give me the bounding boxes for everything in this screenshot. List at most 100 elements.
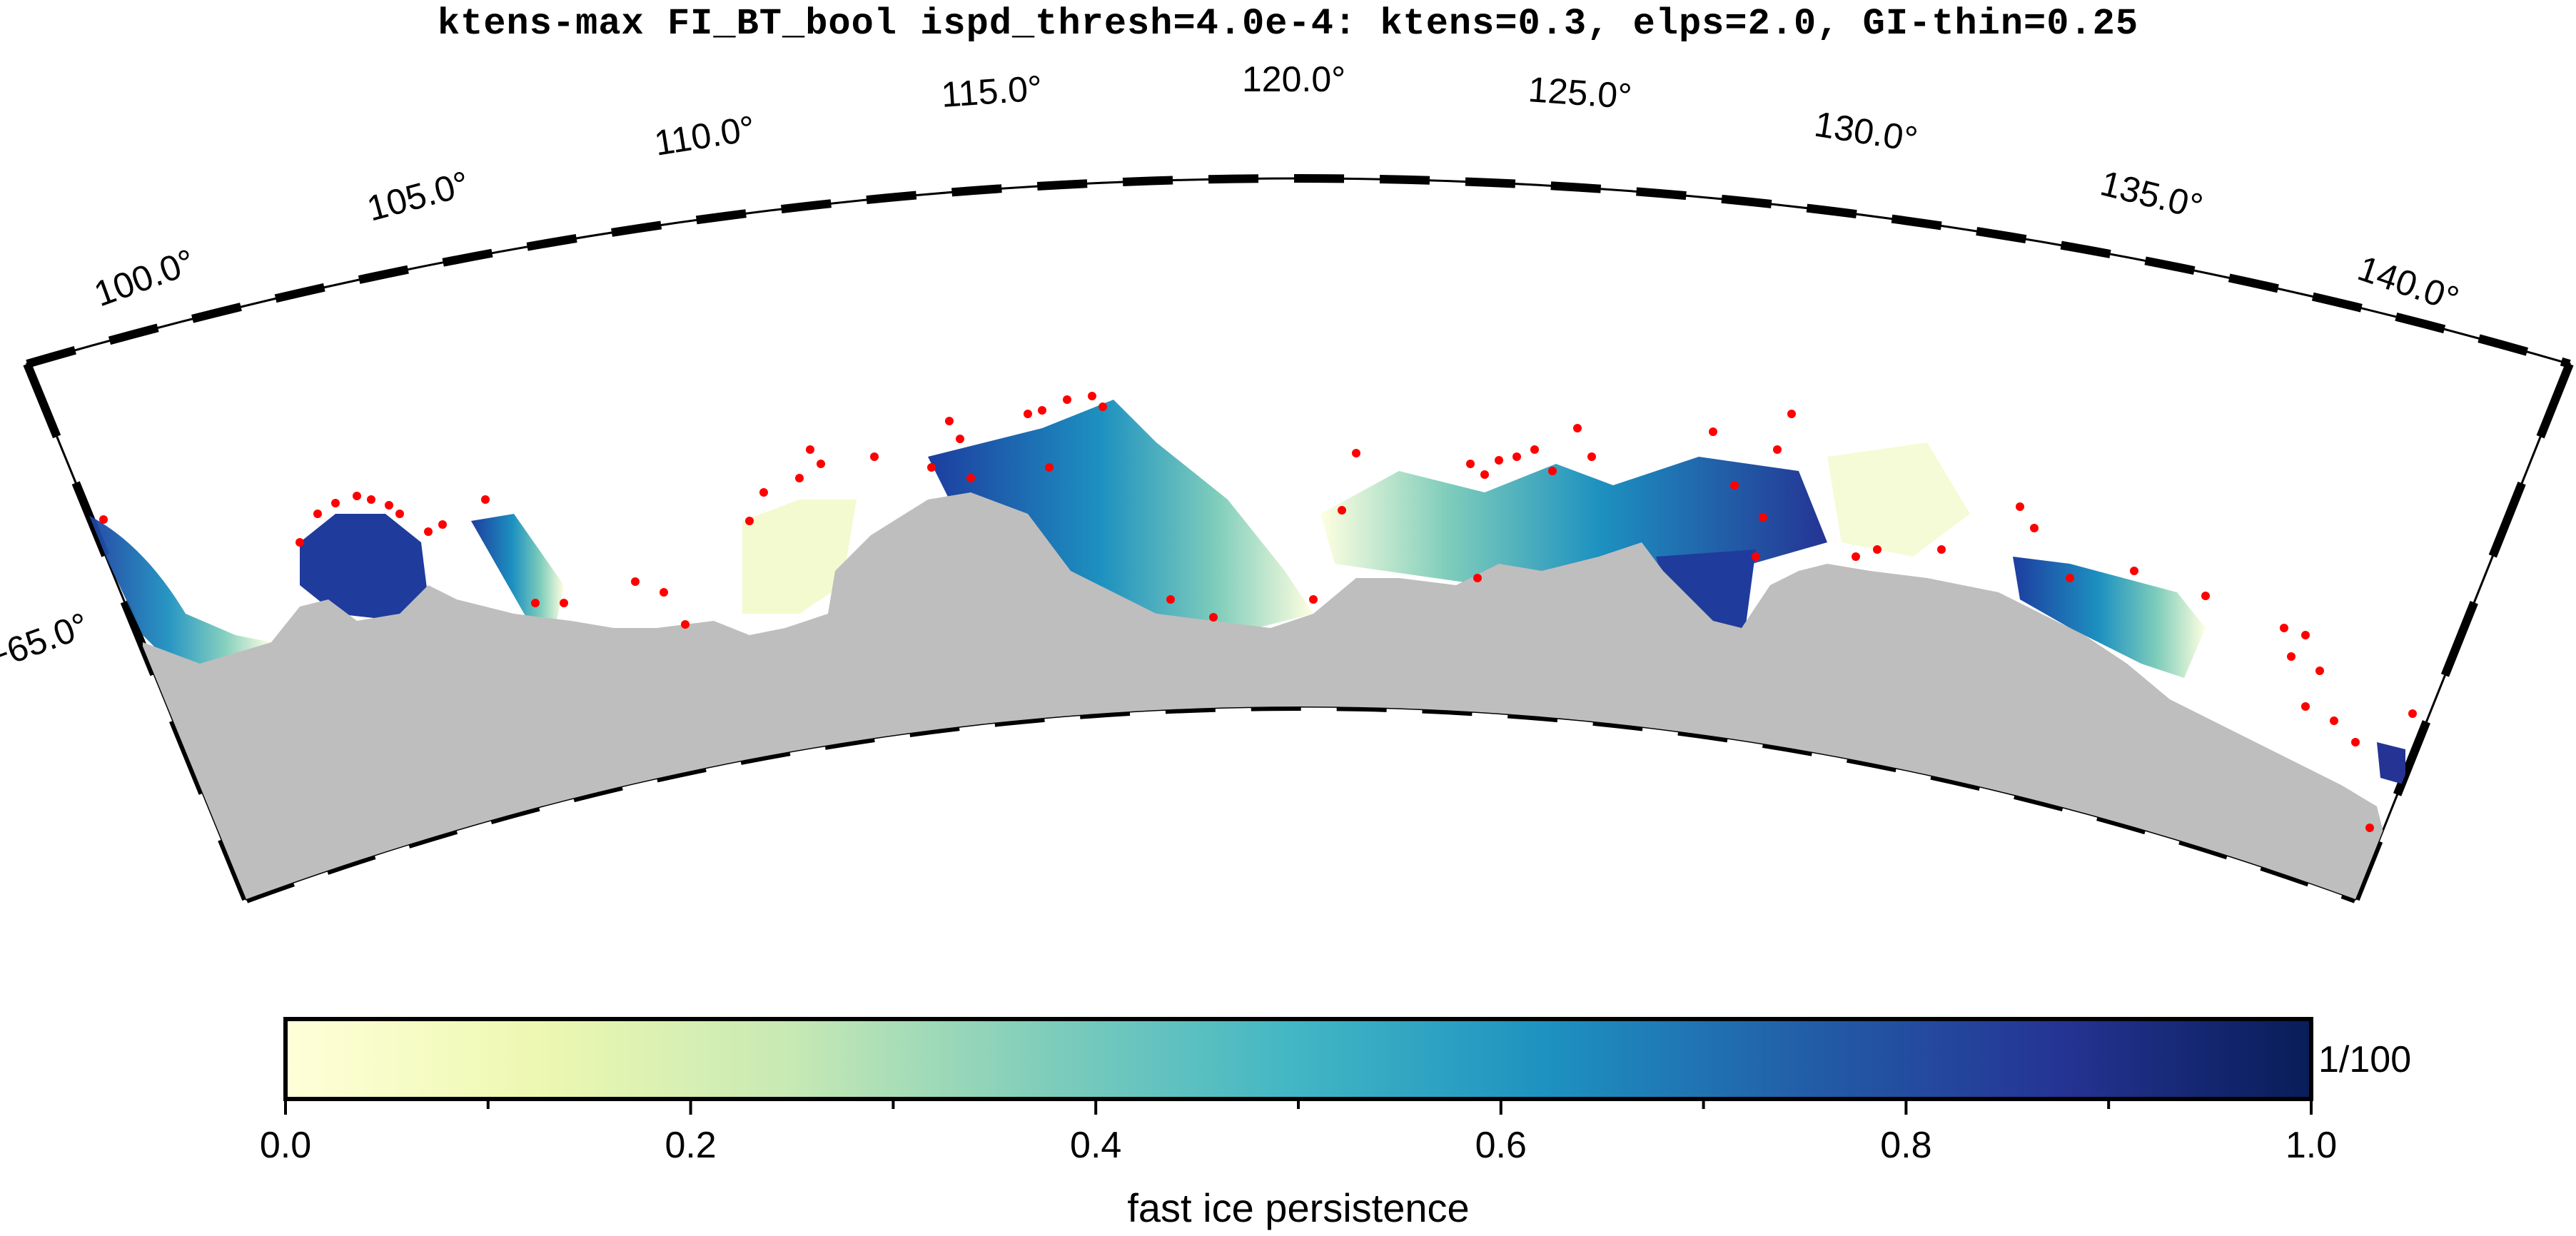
colorbar-ticks	[284, 1099, 2313, 1115]
map-title: ktens-max FI_BT_bool ispd_thresh=4.0e-4:…	[437, 3, 2139, 45]
marker	[681, 620, 690, 629]
marker	[817, 460, 825, 468]
lon-label-115: 115.0°	[940, 68, 1044, 115]
colorbar: 0.0 0.2 0.4 0.6 0.8 1.0 1/100 fast ice persis…	[260, 1017, 2411, 1230]
marker	[438, 520, 447, 529]
marker	[806, 445, 814, 454]
marker	[795, 474, 804, 482]
marker	[2287, 652, 2295, 661]
lon-label-125: 125.0°	[1527, 69, 1633, 116]
ice-region-far-east	[2377, 742, 2405, 785]
colorbar-title: fast ice persistence	[1127, 1185, 1469, 1230]
marker	[1548, 467, 1557, 475]
marker	[1530, 445, 1539, 454]
colorbar-tick-label: 0.0	[260, 1125, 311, 1166]
frame-left-dash	[23, 362, 251, 901]
marker	[560, 599, 568, 607]
marker	[2030, 524, 2039, 532]
marker	[99, 515, 108, 524]
marker	[2330, 716, 2338, 725]
marker	[631, 577, 640, 586]
marker	[2408, 709, 2417, 718]
marker	[1773, 445, 1782, 454]
marker	[313, 510, 322, 518]
marker	[2301, 631, 2310, 639]
marker	[1038, 406, 1046, 415]
point-markers	[99, 392, 2417, 832]
marker	[1752, 552, 1760, 561]
lon-label-110: 110.0°	[652, 108, 757, 163]
lon-label-140: 140.0°	[2353, 248, 2463, 319]
marker	[956, 435, 964, 443]
marker	[1024, 410, 1032, 418]
marker	[1309, 595, 1318, 604]
ice-region-light-2	[1827, 442, 1970, 557]
marker	[1759, 513, 1767, 522]
ice-region-bay-2	[471, 514, 564, 621]
marker	[927, 463, 936, 472]
marker	[2280, 624, 2288, 632]
marker	[759, 488, 768, 497]
marker	[2201, 592, 2210, 600]
frame-top-dash	[26, 174, 2571, 368]
marker	[1937, 545, 1946, 554]
marker	[1338, 506, 1346, 515]
marker	[1787, 410, 1796, 418]
marker	[1480, 470, 1489, 479]
marker	[531, 599, 540, 607]
marker	[2315, 667, 2324, 675]
marker	[1587, 452, 1596, 461]
marker	[2351, 738, 2360, 746]
marker	[1473, 574, 1482, 582]
marker	[1063, 395, 1071, 404]
marker	[1852, 552, 1860, 561]
marker	[2301, 702, 2310, 711]
marker	[367, 495, 375, 504]
colorbar-tick-label: 0.8	[1880, 1125, 1931, 1166]
marker	[1709, 427, 1717, 436]
marker	[395, 510, 404, 518]
colorbar-tick-label: 0.4	[1070, 1125, 1121, 1166]
marker	[1098, 402, 1107, 411]
marker	[2365, 824, 2374, 832]
lon-label-105: 105.0°	[363, 163, 473, 229]
colorbar-tick-labels: 0.0 0.2 0.4 0.6 0.8 1.0	[260, 1125, 2337, 1166]
lon-label-100: 100.0°	[89, 241, 201, 314]
ice-region-light-1	[742, 500, 857, 614]
marker	[1088, 392, 1096, 400]
marker	[481, 495, 490, 504]
marker	[1352, 449, 1360, 457]
colorbar-tick-label: 0.2	[665, 1125, 716, 1166]
marker	[353, 492, 361, 500]
marker	[870, 452, 879, 461]
marker	[2066, 574, 2074, 582]
colorbar-tick-label: 1.0	[2285, 1125, 2337, 1166]
marker	[1873, 545, 1882, 554]
colorbar-tick-label: 0.6	[1475, 1125, 1527, 1166]
marker	[966, 474, 975, 482]
marker	[945, 417, 954, 425]
marker	[2130, 567, 2138, 575]
marker	[296, 538, 304, 547]
marker	[1209, 613, 1218, 622]
marker	[424, 527, 433, 536]
frame-right-dash	[2351, 362, 2574, 901]
colorbar-gradient	[283, 1017, 2313, 1101]
marker	[385, 501, 393, 510]
marker	[1495, 456, 1503, 465]
ice-region-bay-1	[300, 514, 428, 621]
lon-label-120: 120.0°	[1242, 59, 1345, 99]
marker	[1730, 481, 1739, 490]
marker	[1466, 460, 1475, 468]
marker	[2016, 502, 2024, 511]
marker	[1045, 463, 1054, 472]
marker	[745, 517, 754, 525]
lat-label-65: −65.0°	[0, 605, 94, 679]
marker	[331, 499, 340, 507]
colorbar-unit-label: 1/100	[2318, 1039, 2411, 1080]
lon-label-135: 135.0°	[2096, 163, 2206, 226]
ice-region-east	[2013, 557, 2206, 678]
ice-region-west	[86, 514, 271, 685]
marker	[660, 588, 668, 597]
